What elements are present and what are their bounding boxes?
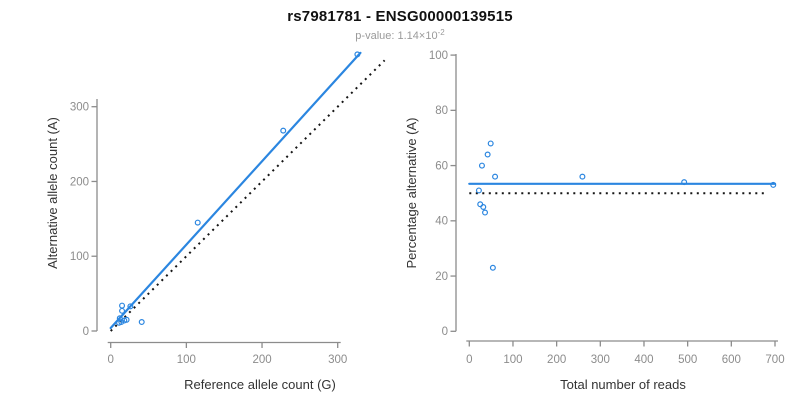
x-tick-label: 200 bbox=[547, 354, 566, 366]
data-point bbox=[119, 302, 126, 309]
identity-line bbox=[109, 59, 386, 332]
y-axis-title: Alternative allele count (A) bbox=[45, 117, 60, 269]
data-point bbox=[489, 264, 496, 271]
data-point bbox=[579, 173, 586, 180]
y-tick-label: 80 bbox=[435, 105, 448, 117]
x-tick-label: 600 bbox=[722, 354, 741, 366]
x-tick-label: 300 bbox=[328, 354, 347, 366]
data-point bbox=[770, 181, 777, 188]
data-point bbox=[116, 315, 123, 322]
data-point bbox=[475, 187, 482, 194]
y-tick-label: 60 bbox=[435, 160, 448, 172]
data-point bbox=[478, 162, 485, 169]
x-tick-label: 100 bbox=[503, 354, 522, 366]
x-tick-label: 200 bbox=[252, 354, 271, 366]
data-point bbox=[123, 316, 130, 323]
plot-title: rs7981781 - ENSG00000139515 bbox=[287, 8, 513, 25]
x-tick-label: 100 bbox=[177, 354, 196, 366]
y-tick-label: 200 bbox=[70, 176, 89, 188]
y-tick-label: 300 bbox=[70, 102, 89, 114]
x-tick-label: 400 bbox=[634, 354, 653, 366]
y-tick-label: 0 bbox=[83, 326, 89, 338]
data-point bbox=[487, 140, 494, 147]
data-point bbox=[127, 303, 134, 310]
y-tick-label: 40 bbox=[435, 216, 448, 228]
x-tick-label: 700 bbox=[765, 354, 784, 366]
data-point bbox=[480, 204, 487, 211]
data-point bbox=[681, 179, 688, 186]
y-tick-label: 20 bbox=[435, 271, 448, 283]
x-axis-title: Reference allele count (G) bbox=[184, 377, 336, 392]
y-tick-label: 100 bbox=[70, 251, 89, 263]
y-tick-label: 100 bbox=[429, 50, 448, 62]
data-point bbox=[477, 201, 484, 208]
data-point bbox=[492, 173, 499, 180]
fit-line bbox=[109, 51, 362, 330]
data-point bbox=[354, 51, 361, 58]
subtitle-exponent: -2 bbox=[437, 28, 445, 37]
subtitle-pvalue-text: p-value: 1.14×10 bbox=[355, 30, 438, 42]
data-point bbox=[119, 307, 126, 314]
x-tick-label: 300 bbox=[591, 354, 610, 366]
data-point bbox=[280, 127, 287, 134]
plot-subtitle: p-value: 1.14×10-2 bbox=[0, 28, 800, 42]
y-tick-label: 0 bbox=[442, 326, 448, 338]
x-tick-label: 500 bbox=[678, 354, 697, 366]
data-point bbox=[138, 319, 145, 326]
y-axis-title: Percentage alternative (A) bbox=[404, 117, 419, 268]
x-tick-label: 0 bbox=[466, 354, 472, 366]
data-point bbox=[194, 219, 201, 226]
x-tick-label: 0 bbox=[107, 354, 113, 366]
left-panel: 0 100 200 300 0 100 200 300 Reference allele cou… bbox=[45, 51, 386, 392]
x-axis-title: Total number of reads bbox=[560, 377, 686, 392]
right-panel: 0 20 40 60 80 100 0 100 200 300 400 500 600 700 Total … bbox=[404, 50, 785, 392]
data-point bbox=[484, 151, 491, 158]
data-point bbox=[482, 209, 489, 216]
